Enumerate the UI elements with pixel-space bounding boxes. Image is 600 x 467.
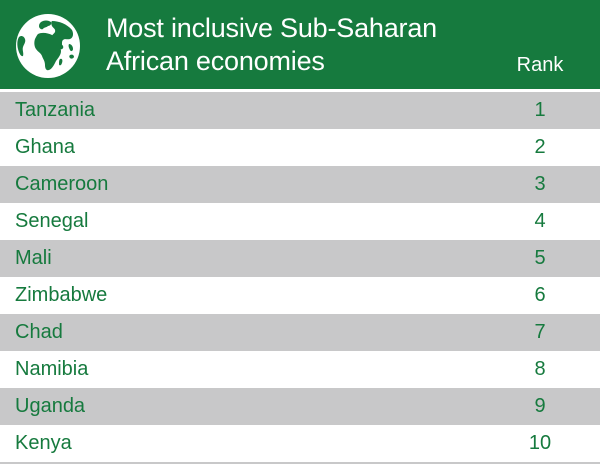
rank-cell: 6 (534, 284, 546, 306)
table-header: Most inclusive Sub-Saharan African econo… (0, 0, 600, 89)
country-cell: Namibia (15, 358, 89, 380)
header-divider (0, 89, 600, 92)
country-cell: Chad (15, 321, 63, 343)
rank-cell: 4 (534, 210, 546, 232)
country-cell: Senegal (15, 210, 89, 232)
country-cell: Zimbabwe (15, 284, 108, 306)
chart-title: Most inclusive Sub-Saharan African econo… (106, 12, 437, 78)
country-cell: Ghana (15, 136, 76, 158)
table-row: Uganda 9 (0, 388, 600, 425)
globe-icon (16, 14, 80, 78)
country-cell: Kenya (15, 432, 72, 454)
country-cell: Cameroon (15, 173, 109, 195)
rank-cell: 1 (534, 99, 546, 121)
table-row: Mali 5 (0, 240, 600, 277)
rank-cell: 3 (534, 173, 546, 195)
country-cell: Mali (15, 247, 52, 269)
title-line-2: African economies (106, 46, 325, 76)
title-line-1: Most inclusive Sub-Saharan (106, 13, 437, 43)
table-row: Cameroon 3 (0, 166, 600, 203)
table-row: Senegal 4 (0, 203, 600, 240)
table-row: Namibia 8 (0, 351, 600, 388)
rank-column-header: Rank (516, 54, 564, 76)
rank-cell: 5 (534, 247, 546, 269)
country-cell: Uganda (15, 395, 86, 417)
table-row: Kenya 10 (0, 425, 600, 462)
table-row: Ghana 2 (0, 129, 600, 166)
rank-cell: 9 (534, 395, 546, 417)
table-row: Tanzania 1 (0, 92, 600, 129)
table-body: Tanzania 1 Ghana 2 Cameroon 3 Senegal 4 Mali 5 Zim… (0, 92, 600, 462)
rank-cell: 8 (534, 358, 546, 380)
rank-cell: 10 (528, 432, 552, 454)
rank-cell: 7 (534, 321, 546, 343)
table-row: Chad 7 (0, 314, 600, 351)
country-cell: Tanzania (15, 99, 96, 121)
rank-cell: 2 (534, 136, 546, 158)
table-bottom-border (0, 462, 600, 464)
table-row: Zimbabwe 6 (0, 277, 600, 314)
